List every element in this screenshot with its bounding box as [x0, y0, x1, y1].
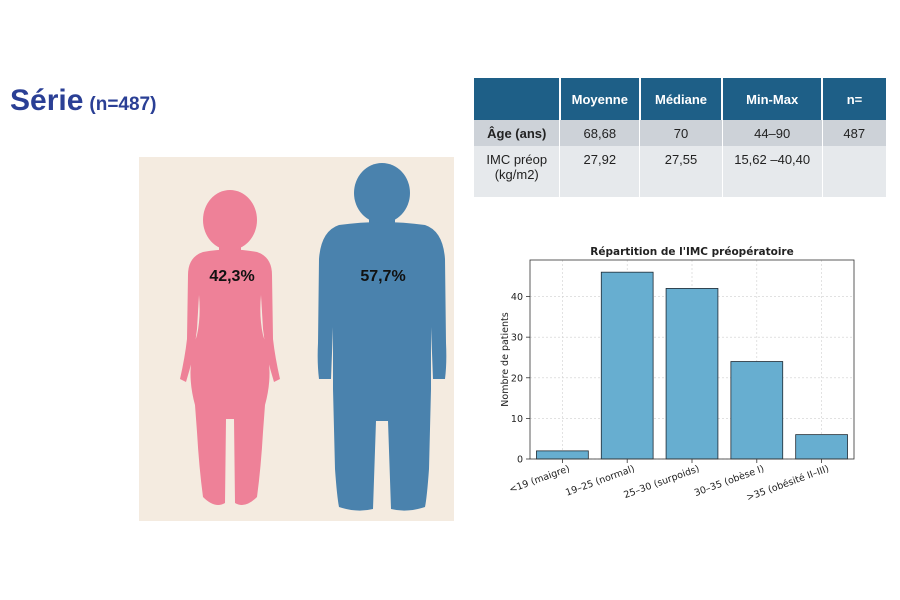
y-tick-label: 40 — [511, 292, 523, 303]
female-silhouette — [180, 190, 280, 505]
header-n: n= — [822, 78, 886, 120]
y-axis-label: Nombre de patients — [500, 312, 511, 406]
header-moyenne: Moyenne — [559, 78, 641, 120]
table-row-imc: IMC préop (kg/m2) 27,92 27,55 15,62 –40,… — [474, 146, 886, 197]
y-tick-label: 20 — [511, 373, 523, 384]
cell-mediane: 70 — [639, 120, 723, 146]
male-silhouette — [317, 163, 447, 511]
cell-min-max: 44–90 — [722, 120, 823, 146]
stats-table: Moyenne Médiane Min-Max n= Âge (ans) 68,… — [474, 78, 886, 197]
cell-mediane: 27,55 — [639, 146, 723, 197]
gender-silhouettes — [180, 163, 447, 511]
y-tick-label: 30 — [511, 333, 523, 344]
cell-moyenne: 68,68 — [559, 120, 641, 146]
series-title: Série — [10, 84, 84, 117]
header-mediane: Médiane — [639, 78, 724, 120]
female-percentage: 42,3% — [209, 268, 255, 285]
series-count: (n=487) — [89, 94, 157, 115]
y-tick-label: 10 — [511, 414, 523, 425]
cell-min-max: 15,62 –40,40 — [722, 146, 823, 197]
gender-figure-panel: 42,3% 57,7% — [139, 157, 454, 521]
header-empty — [474, 78, 561, 120]
cell-n: 487 — [822, 120, 886, 146]
x-tick-label: <19 (maigre) — [508, 463, 572, 495]
row-label: Âge (ans) — [474, 120, 561, 146]
bar — [730, 361, 784, 460]
male-percentage: 57,7% — [360, 268, 406, 285]
bar — [600, 271, 654, 460]
bar — [795, 434, 848, 460]
page-title: Série (n=487) — [10, 84, 156, 118]
cell-n — [822, 146, 886, 197]
bmi-bar-chart: Répartition de l'IMC préopératoire 0 10 20 3… — [500, 246, 855, 504]
stats-header-row: Moyenne Médiane Min-Max n= — [474, 78, 886, 120]
cell-moyenne: 27,92 — [559, 146, 641, 197]
table-row-age: Âge (ans) 68,68 70 44–90 487 — [474, 120, 886, 146]
y-tick-label: 0 — [517, 455, 523, 466]
bar — [536, 450, 589, 460]
row-label: IMC préop (kg/m2) — [474, 146, 561, 197]
bar — [665, 288, 719, 460]
header-min-max: Min-Max — [722, 78, 824, 120]
chart-title: Répartition de l'IMC préopératoire — [590, 246, 793, 258]
